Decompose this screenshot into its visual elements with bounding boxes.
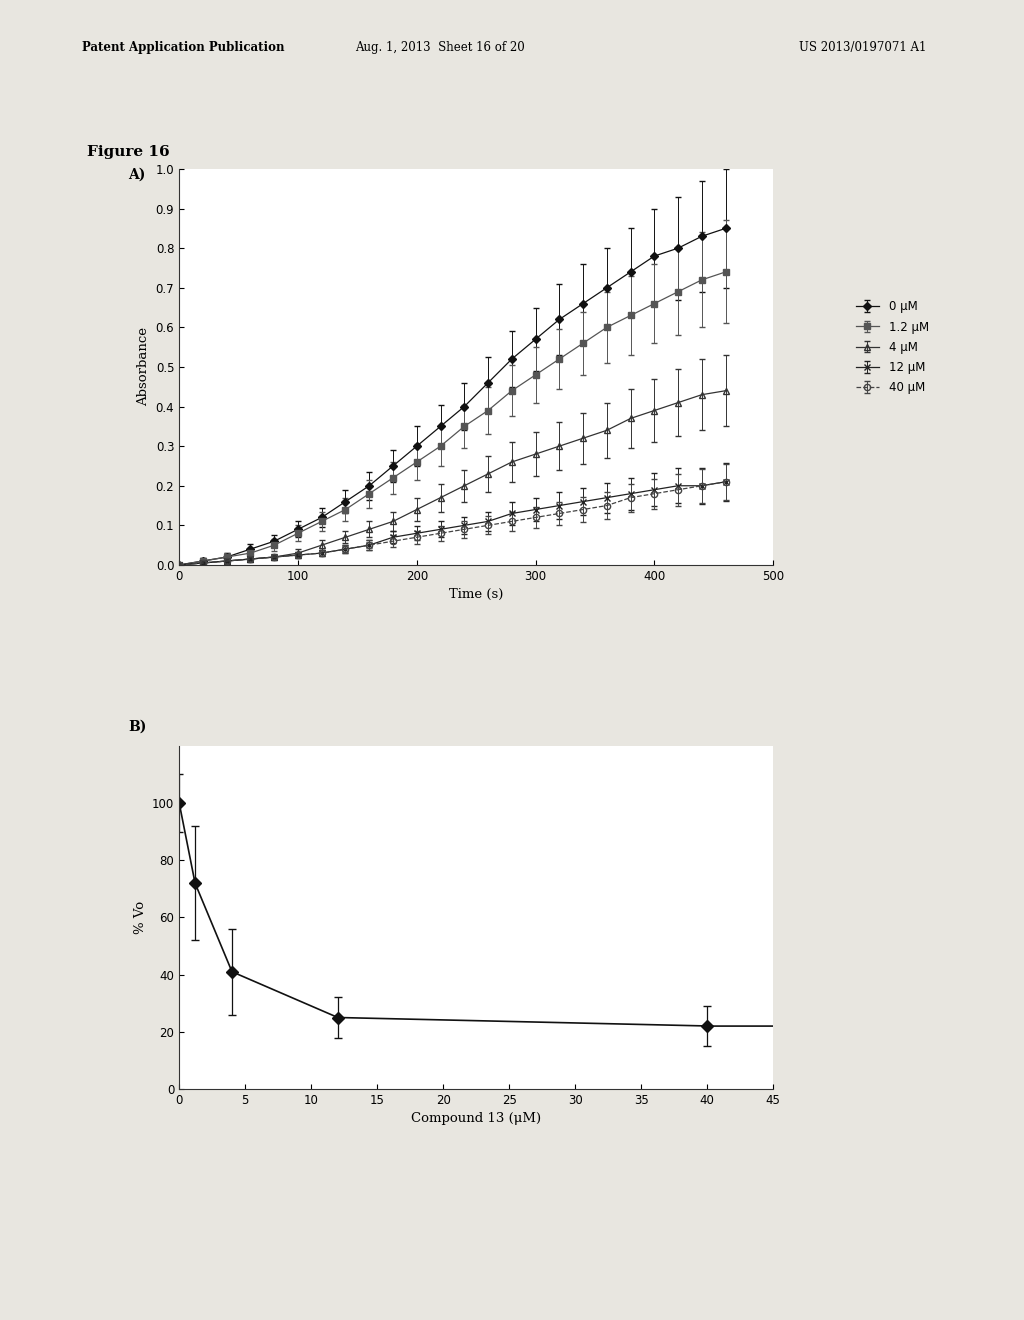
Text: B): B)	[128, 719, 146, 734]
X-axis label: Compound 13 (μM): Compound 13 (μM)	[411, 1113, 542, 1126]
Text: Aug. 1, 2013  Sheet 16 of 20: Aug. 1, 2013 Sheet 16 of 20	[355, 41, 525, 54]
Text: US 2013/0197071 A1: US 2013/0197071 A1	[799, 41, 926, 54]
Text: A): A)	[128, 168, 145, 182]
X-axis label: Time (s): Time (s)	[449, 589, 504, 602]
Y-axis label: Absorbance: Absorbance	[137, 327, 151, 407]
Text: Figure 16: Figure 16	[87, 145, 170, 160]
Legend: 0 μM, 1.2 μM, 4 μM, 12 μM, 40 μM: 0 μM, 1.2 μM, 4 μM, 12 μM, 40 μM	[851, 296, 934, 399]
Text: Patent Application Publication: Patent Application Publication	[82, 41, 285, 54]
Y-axis label: % Vo: % Vo	[133, 900, 146, 935]
